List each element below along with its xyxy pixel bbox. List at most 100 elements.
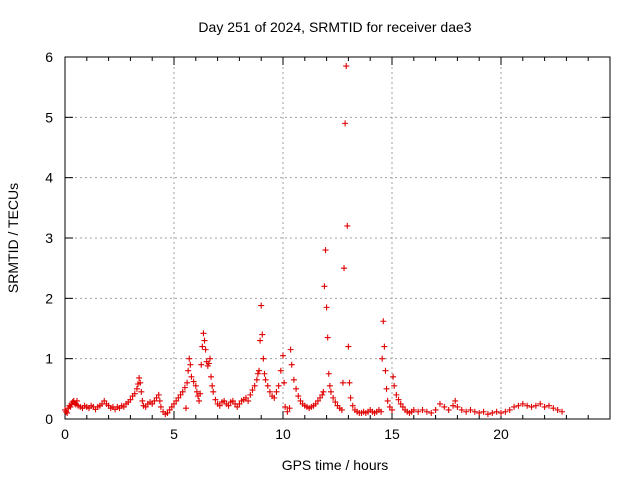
- data-point: [136, 374, 143, 381]
- data-point: [445, 406, 452, 413]
- data-point: [242, 394, 249, 401]
- data-point: [127, 396, 134, 403]
- data-point: [155, 391, 162, 398]
- data-point: [419, 406, 426, 413]
- data-point: [271, 394, 278, 401]
- data-point: [193, 388, 200, 395]
- data-point: [458, 406, 465, 413]
- data-point: [275, 382, 282, 389]
- data-point: [290, 376, 297, 383]
- data-point: [67, 403, 74, 410]
- data-point: [209, 382, 216, 389]
- data-point: [550, 405, 557, 412]
- data-point: [258, 302, 265, 309]
- data-point: [326, 382, 333, 389]
- data-point: [506, 406, 513, 413]
- data-point: [101, 397, 108, 404]
- data-point: [282, 403, 289, 410]
- data-point: [257, 337, 264, 344]
- data-point: [212, 396, 219, 403]
- data-point: [288, 361, 295, 368]
- data-point: [410, 406, 417, 413]
- y-tick-label: 3: [45, 230, 53, 246]
- data-point: [381, 343, 388, 350]
- data-point: [264, 382, 271, 389]
- data-point: [293, 385, 300, 392]
- data-point: [341, 265, 348, 272]
- data-point: [187, 361, 194, 368]
- data-point: [450, 402, 457, 409]
- data-point: [198, 361, 205, 368]
- data-point: [197, 390, 204, 397]
- data-point: [221, 397, 228, 404]
- data-point: [157, 403, 164, 410]
- data-point: [325, 370, 332, 377]
- data-point: [149, 400, 156, 407]
- data-point: [378, 408, 385, 415]
- data-point: [393, 391, 400, 398]
- data-point: [164, 409, 171, 416]
- data-point: [249, 387, 256, 394]
- data-point: [181, 384, 188, 391]
- data-point: [343, 63, 350, 70]
- data-point: [190, 378, 197, 385]
- data-point: [281, 379, 288, 386]
- data-point: [256, 367, 263, 374]
- data-point: [179, 388, 186, 395]
- data-point: [330, 394, 337, 401]
- data-point: [273, 388, 280, 395]
- data-point: [175, 394, 182, 401]
- data-point: [286, 405, 293, 412]
- x-tick-label: 20: [493, 426, 509, 442]
- data-point: [319, 391, 326, 398]
- data-point: [202, 346, 209, 353]
- x-axis-label: GPS time / hours: [282, 457, 389, 473]
- data-point: [467, 406, 474, 413]
- data-point: [196, 397, 203, 404]
- x-axis-ticks: 0 5 10 15 20: [61, 57, 611, 442]
- data-point: [205, 360, 212, 367]
- data-point: [484, 411, 491, 418]
- chart-title: Day 251 of 2024, SRMTID for receiver dae…: [198, 19, 471, 35]
- data-point: [280, 352, 286, 359]
- data-point: [73, 397, 80, 404]
- data-point: [234, 403, 241, 410]
- data-point: [185, 367, 192, 374]
- y-axis-label: SRMTID / TECUs: [5, 183, 21, 293]
- data-point: [502, 408, 509, 415]
- data-point: [349, 402, 356, 409]
- y-tick-label: 6: [45, 49, 53, 65]
- data-point: [397, 400, 404, 407]
- data-point: [236, 400, 243, 407]
- data-point: [327, 388, 334, 395]
- data-point: [168, 403, 175, 410]
- data-point: [554, 406, 561, 413]
- data-point: [441, 403, 448, 410]
- y-tick-label: 1: [45, 351, 53, 367]
- data-point: [346, 379, 353, 386]
- data-point: [463, 408, 470, 415]
- data-point: [171, 400, 177, 407]
- data-point: [380, 318, 387, 325]
- y-axis-ticks: 0 1 2 3 4 5 6: [45, 49, 610, 427]
- data-point: [322, 247, 329, 254]
- data-point: [515, 402, 522, 409]
- data-point: [262, 376, 269, 383]
- data-point: [489, 409, 496, 416]
- data-point: [324, 334, 331, 341]
- data-point: [210, 388, 217, 395]
- data-point: [428, 409, 435, 416]
- data-point: [251, 382, 258, 389]
- data-point: [545, 402, 552, 409]
- data-point: [559, 408, 566, 415]
- data-point: [166, 406, 173, 413]
- data-point: [261, 370, 268, 377]
- data-point: [454, 403, 461, 410]
- data-point: [201, 337, 208, 344]
- data-point: [277, 367, 284, 374]
- data-point: [344, 222, 351, 229]
- data-point: [382, 367, 389, 374]
- data-point: [173, 397, 180, 404]
- data-point: [266, 388, 273, 395]
- data-point: [260, 355, 267, 362]
